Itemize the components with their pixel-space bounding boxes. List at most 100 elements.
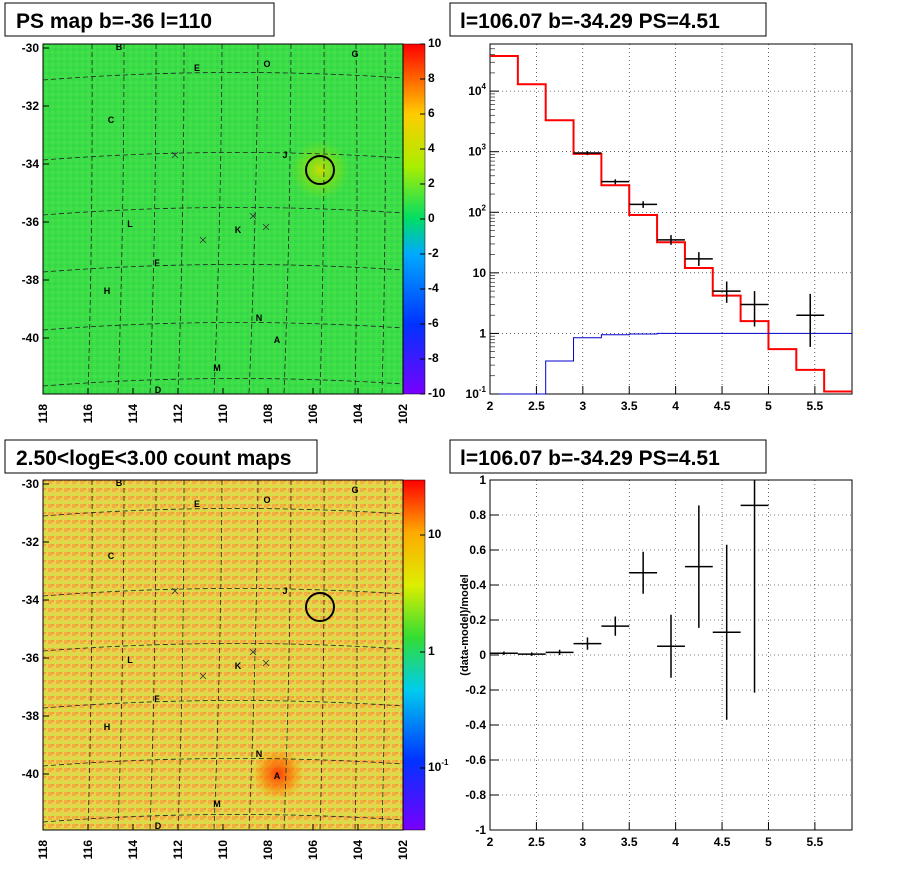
cm-parallel-line <box>42 758 404 767</box>
ps-parallel-line <box>42 207 404 216</box>
count-target-circle <box>305 592 335 622</box>
ps-source-labels: B E O G C J L K F H N A M D <box>104 42 359 395</box>
ps-source-label-f: F <box>154 258 160 268</box>
count-colorbar <box>402 479 426 831</box>
ps-colorbar-tick-label: -6 <box>428 316 439 330</box>
cm-source-label-k: K <box>235 661 242 671</box>
cm-source-label-g: G <box>351 485 358 495</box>
residual-x-tick-label: 5.5 <box>807 835 824 849</box>
residual-x-tick-label: 3 <box>579 835 586 849</box>
ps-source-label-g: G <box>351 49 358 59</box>
spectrum-x-tick-label: 2 <box>487 399 494 413</box>
spectrum-axes: 2 2.5 3 3.5 4 4.5 5 5.5 10-1 1 10 102 103 104 <box>466 43 824 413</box>
ps-map-title: PS map b=-36 l=110 <box>16 10 212 33</box>
cm-y-tick-label: -36 <box>22 651 40 665</box>
ps-x-tick-label: 108 <box>261 404 275 424</box>
residual-y-tick-label: 1 <box>479 473 486 487</box>
residual-y-tick-label: -0.8 <box>465 788 486 802</box>
residual-x-tick-label: 4 <box>672 835 679 849</box>
residual-y-tick-label: -0.2 <box>465 683 486 697</box>
cm-parallel-line <box>42 508 404 517</box>
ps-colorbar-tick-label: -4 <box>428 281 439 295</box>
cm-colorbar-tick-label: 10-1 <box>428 758 449 774</box>
cm-parallel-line <box>42 588 404 597</box>
cm-source-label-d: D <box>155 821 162 831</box>
cm-x-tick-label: 106 <box>306 840 320 860</box>
residual-y-tick-label: 0 <box>479 648 486 662</box>
cm-parallel-line <box>42 814 404 823</box>
ps-source-label-m: M <box>213 363 221 373</box>
count-map-title: 2.50<logE<3.00 count maps <box>16 447 291 470</box>
spectrum-y-tick-label: 104 <box>468 82 486 98</box>
cm-source-label-j: J <box>282 586 287 596</box>
spectrum-title: l=106.07 b=-34.29 PS=4.51 <box>460 10 720 33</box>
residual-x-tick-label: 3.5 <box>621 835 638 849</box>
cm-source-label-c: C <box>108 551 115 561</box>
cm-y-tick-label: -38 <box>22 709 40 723</box>
residual-x-tick-label: 5 <box>765 835 772 849</box>
cm-y-tick-label: -30 <box>22 477 40 491</box>
ps-meridian-line <box>213 43 223 395</box>
ps-parallel-line <box>42 72 404 81</box>
ps-hotspot-j <box>290 140 350 200</box>
count-map-area <box>43 480 403 830</box>
cm-meridian-line <box>283 479 292 831</box>
cm-x-tick-label: 102 <box>396 840 410 860</box>
cm-meridian-line <box>248 479 259 831</box>
ps-source-label-j: J <box>282 150 287 160</box>
ps-parallel-line <box>42 152 404 161</box>
spectrum-x-tick-label: 2.5 <box>528 399 545 413</box>
residual-series <box>490 480 769 720</box>
spectrum-y-tick-label: 102 <box>468 203 486 219</box>
cm-x-tick-label: 108 <box>261 840 275 860</box>
count-hotspot-a <box>252 748 304 800</box>
residual-y-tick-label: 0.4 <box>469 578 486 592</box>
count-colorbar-ticks: 10 1 10-1 <box>420 527 449 774</box>
cm-x-tick-label: 112 <box>171 840 185 860</box>
ps-meridian-line <box>283 43 292 395</box>
cm-y-tick-label: -32 <box>22 535 40 549</box>
residual-y-tick-label: -1 <box>475 823 486 837</box>
count-source-labels: B E O G C J L K F H N A M D <box>104 478 359 831</box>
ps-x-tick-label: 110 <box>216 404 230 424</box>
cm-x-tick-label: 118 <box>36 840 50 860</box>
residual-y-axis-label: (data-model)/model <box>459 574 471 675</box>
ps-source-label-b: B <box>116 42 123 52</box>
count-map-title-box <box>4 439 318 474</box>
ps-colorbar-tick-label: -8 <box>428 351 439 365</box>
spectrum-x-tick-label: 5 <box>765 399 772 413</box>
cm-parallel-line <box>42 643 404 652</box>
ps-x-tick-label: 116 <box>81 404 95 424</box>
cm-y-tick-label: -40 <box>22 767 40 781</box>
ps-source-label-c: C <box>108 115 115 125</box>
residual-x-tick-label: 2 <box>487 835 494 849</box>
ps-colorbar-tick-label: 6 <box>428 106 435 120</box>
ps-x-tick-label: 112 <box>171 404 185 424</box>
ps-parallel-line <box>42 322 404 331</box>
cm-colorbar-tick-label: 1 <box>428 644 435 658</box>
residual-x-tick-label: 4.5 <box>714 835 731 849</box>
ps-cross-marker <box>199 236 207 244</box>
ps-meridian-line <box>248 43 259 395</box>
ps-colorbar-tick-label: 8 <box>428 71 435 85</box>
spectrum-y-tick-label: 1 <box>479 326 486 340</box>
cm-meridian-line <box>213 479 223 831</box>
cm-x-tick-label: 114 <box>126 840 140 860</box>
ps-colorbar-tick-label: 2 <box>428 176 435 190</box>
ps-source-label-l: L <box>127 219 133 229</box>
spectrum-x-tick-label: 4 <box>672 399 679 413</box>
residual-title-box <box>449 439 767 474</box>
residual-y-tick-label: -0.6 <box>465 753 486 767</box>
spectrum-background-step <box>490 332 852 395</box>
spectrum-y-tick-label: 103 <box>468 143 486 159</box>
ps-x-tick-label: 106 <box>306 404 320 424</box>
count-map-axes: 118 116 114 112 110 108 106 104 102 -30 -32 -34 -36 -… <box>22 477 410 860</box>
cm-parallel-line <box>42 700 404 709</box>
cm-x-tick-label: 104 <box>351 840 365 860</box>
ps-colorbar-tick-label: 10 <box>428 36 442 50</box>
ps-y-tick-label: -36 <box>22 215 40 229</box>
ps-cross-marker <box>262 223 270 231</box>
cm-source-label-a: A <box>274 771 281 781</box>
residual-x-tick-label: 2.5 <box>528 835 545 849</box>
